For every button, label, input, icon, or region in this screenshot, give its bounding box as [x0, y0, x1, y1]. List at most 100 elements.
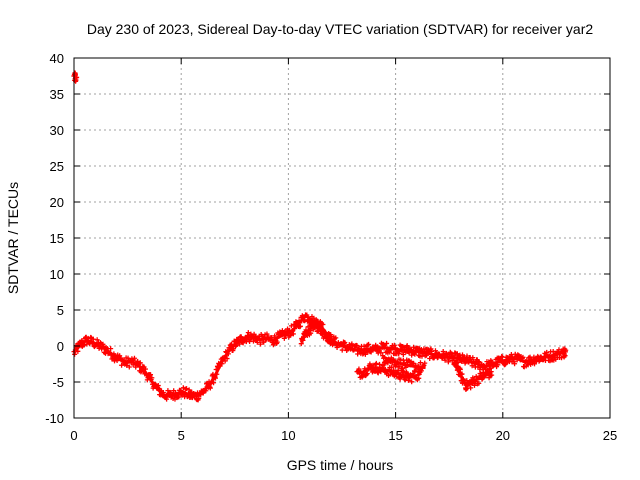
data-point — [563, 347, 569, 353]
data-point — [327, 335, 333, 341]
y-tick-label: 10 — [50, 267, 64, 282]
data-point — [457, 366, 463, 372]
data-point — [233, 342, 239, 348]
data-point — [274, 339, 280, 345]
y-tick-label: -10 — [45, 411, 64, 426]
data-point — [250, 338, 256, 344]
data-point — [108, 346, 114, 352]
data-point — [320, 322, 326, 328]
data-point — [211, 380, 217, 386]
y-tick-label: 0 — [57, 339, 64, 354]
data-point — [489, 359, 495, 365]
data-point — [420, 363, 426, 369]
data-point — [131, 355, 137, 361]
data-point — [405, 377, 411, 383]
data-point — [339, 347, 345, 353]
data-point — [453, 360, 459, 366]
data-point — [362, 351, 368, 357]
data-point — [394, 359, 400, 365]
data-point — [229, 341, 235, 347]
y-tick-label: 5 — [57, 303, 64, 318]
data-point — [442, 357, 448, 363]
data-point — [447, 354, 453, 360]
data-point — [409, 379, 415, 385]
series-branch-trace-c — [450, 355, 495, 393]
data-point — [75, 348, 81, 354]
y-tick-label: 20 — [50, 195, 64, 210]
data-point — [207, 385, 213, 391]
data-point — [381, 355, 387, 361]
data-point — [512, 361, 518, 367]
data-point — [176, 394, 182, 400]
data-point — [423, 352, 429, 358]
data-point — [393, 345, 399, 351]
data-point — [297, 323, 303, 329]
data-point — [390, 356, 396, 362]
data-point — [298, 341, 304, 347]
data-point — [404, 343, 410, 349]
data-point — [459, 371, 465, 377]
data-point — [203, 388, 209, 394]
data-point — [377, 361, 383, 367]
data-point — [416, 375, 422, 381]
data-point — [111, 351, 117, 357]
data-point — [225, 351, 231, 357]
data-point — [389, 360, 395, 366]
x-tick-label: 15 — [388, 428, 402, 443]
data-point — [126, 364, 132, 370]
series-outlier — [71, 70, 80, 84]
data-point — [342, 339, 348, 345]
data-point — [258, 341, 264, 347]
data-point — [81, 342, 87, 348]
data-point — [480, 375, 486, 381]
data-point — [384, 340, 390, 346]
data-point — [164, 396, 170, 402]
data-point — [382, 344, 388, 350]
data-point — [308, 330, 314, 336]
data-point — [328, 340, 334, 346]
data-point — [281, 335, 287, 341]
data-points — [71, 70, 569, 403]
chart-title: Day 230 of 2023, Sidereal Day-to-day VTE… — [87, 21, 593, 37]
data-point — [288, 332, 294, 338]
x-tick-label: 20 — [496, 428, 510, 443]
data-point — [391, 357, 397, 363]
x-tick-label: 25 — [603, 428, 617, 443]
y-tick-label: 15 — [50, 231, 64, 246]
data-point — [389, 364, 395, 370]
axis-ticks: 0 5 10 15 20 25 -10 -5 0 5 10 15 20 25 30 35 40 — [45, 51, 617, 443]
x-tick-label: 10 — [281, 428, 295, 443]
data-point — [468, 385, 474, 391]
data-point — [366, 341, 372, 347]
data-point — [236, 341, 242, 347]
data-point — [74, 344, 80, 350]
series-branch-trace-a — [354, 360, 424, 385]
data-point — [186, 387, 192, 393]
data-point — [408, 347, 414, 353]
data-point — [224, 356, 230, 362]
data-point — [364, 371, 370, 377]
data-point — [400, 351, 406, 357]
series-branch-trace-d — [298, 317, 334, 347]
data-point — [418, 368, 424, 374]
data-point — [403, 364, 409, 370]
data-point — [213, 375, 219, 381]
data-point — [411, 360, 417, 366]
data-point — [167, 390, 173, 396]
data-point — [489, 372, 495, 378]
y-tick-label: 25 — [50, 159, 64, 174]
data-point — [476, 380, 482, 386]
data-point — [137, 360, 143, 366]
y-tick-label: 40 — [50, 51, 64, 66]
x-tick-label: 0 — [70, 428, 77, 443]
data-point — [290, 331, 296, 337]
data-point — [184, 386, 190, 392]
data-point — [349, 341, 355, 347]
data-point — [238, 334, 244, 340]
data-point — [492, 361, 498, 367]
x-axis-label: GPS time / hours — [287, 457, 394, 473]
data-point — [149, 375, 155, 381]
data-point — [94, 337, 100, 343]
data-point — [411, 344, 417, 350]
